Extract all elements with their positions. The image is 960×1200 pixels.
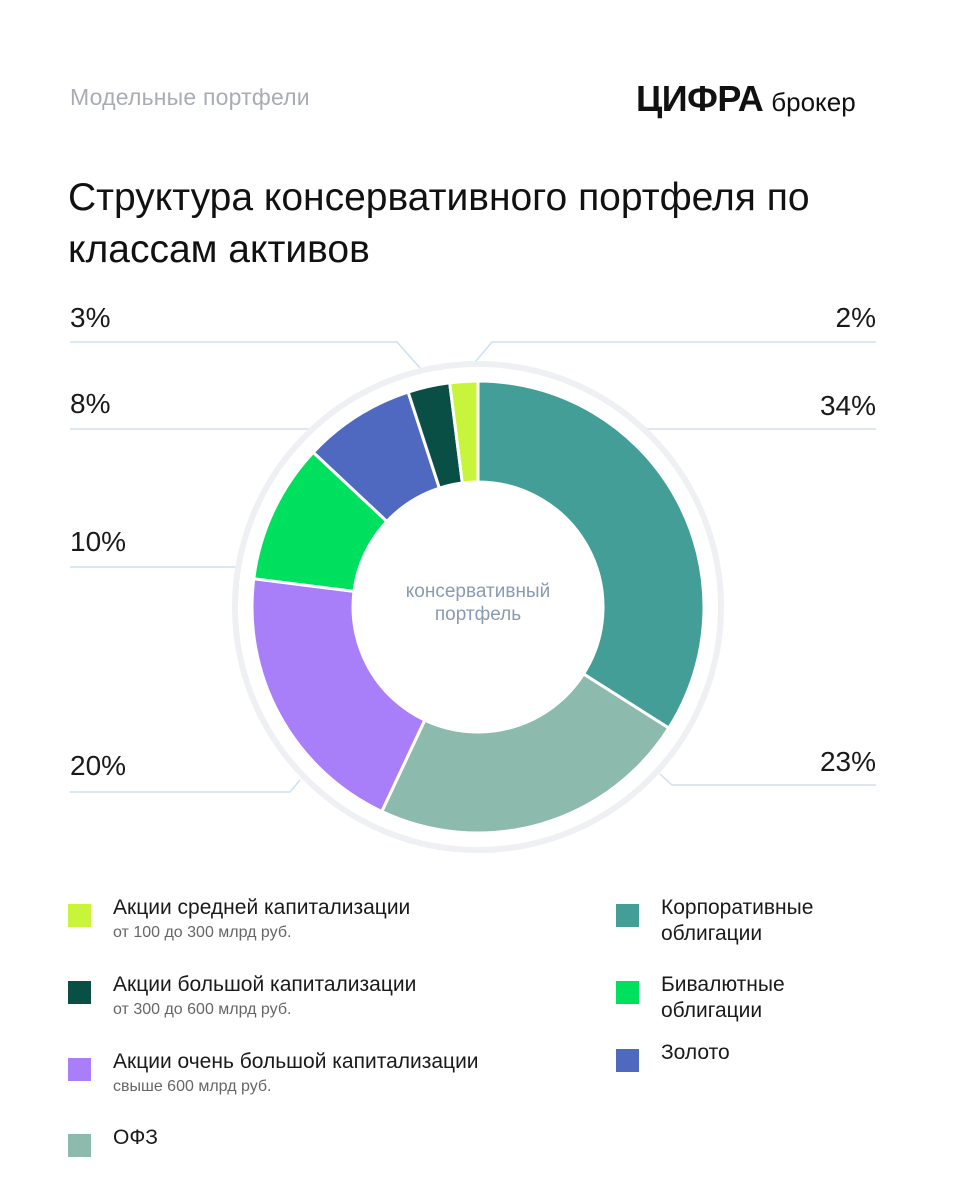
slice-very-large-cap (250, 576, 427, 814)
brand-logo: ЦИФРА брокер (636, 78, 856, 120)
legend-swatch (616, 904, 639, 927)
logo-sub-text: брокер (771, 87, 856, 117)
legend-sublabel: от 300 до 600 млрд руб. (113, 1001, 292, 1018)
pct-label-corporate-bonds: 34% (819, 390, 876, 421)
slice-corporate-bonds (476, 379, 706, 731)
legend-swatch (616, 981, 639, 1004)
pct-label-mid-cap: 2% (835, 302, 876, 333)
chart-title: Структура консервативного портфеля по кл… (68, 176, 810, 271)
leader-line-very-large-cap (70, 779, 301, 793)
legend-item-large-cap: Акции большой капитализации от 300 до 60… (68, 972, 416, 1022)
legend-label: Корпоративные облигации (661, 896, 814, 945)
pct-label-gold: 8% (70, 388, 111, 419)
page-subtitle: Модельные портфели (70, 84, 310, 110)
pct-label-bicurrency-bonds: 10% (70, 526, 127, 557)
legend-item-ofz: ОФЗ (68, 1125, 158, 1157)
legend-swatch (68, 981, 91, 1004)
legend-label: Акции средней капитализации (113, 896, 411, 919)
legend-label: Золото (661, 1041, 730, 1064)
leader-line-large-cap (70, 341, 421, 369)
slice-mid-cap (447, 379, 480, 485)
legend-item-mid-cap: Акции средней капитализации от 100 до 30… (68, 895, 410, 945)
legend-sublabel: свыше 600 млрд руб. (113, 1078, 272, 1095)
legend-swatch (616, 1049, 639, 1072)
donut-center-label: консервативный портфель (405, 581, 551, 625)
legend-item-bicurrency-bonds: Бивалютные облигации (616, 972, 871, 1024)
pct-label-ofz: 23% (819, 746, 876, 777)
leader-line-ofz (659, 773, 876, 786)
logo-main-text: ЦИФРА (636, 78, 764, 119)
donut-hole (354, 483, 602, 731)
legend-item-corporate-bonds: Корпоративные облигации (616, 895, 871, 947)
pct-label-large-cap: 3% (70, 302, 111, 333)
pct-label-very-large-cap: 20% (70, 750, 127, 781)
donut-chart: 3% 2% 8% 34% 10% 20% 23% (0, 290, 960, 870)
legend-sublabel: от 100 до 300 млрд руб. (113, 924, 292, 941)
legend-label: Акции очень большой капитализации (113, 1050, 479, 1073)
legend-label: Бивалютные облигации (661, 973, 785, 1022)
legend: Акции средней капитализации от 100 до 30… (0, 890, 960, 1190)
legend-swatch (68, 1134, 91, 1157)
legend-swatch (68, 1058, 91, 1081)
legend-item-gold: Золото (616, 1040, 730, 1072)
legend-label: ОФЗ (113, 1126, 158, 1149)
legend-item-very-large-cap: Акции очень большой капитализации свыше … (68, 1049, 479, 1099)
donut-chart-svg (70, 341, 876, 853)
legend-label: Акции большой капитализации (113, 973, 417, 996)
leader-line-mid-cap (469, 341, 876, 369)
slice-ofz (379, 671, 671, 835)
legend-swatch (68, 904, 91, 927)
